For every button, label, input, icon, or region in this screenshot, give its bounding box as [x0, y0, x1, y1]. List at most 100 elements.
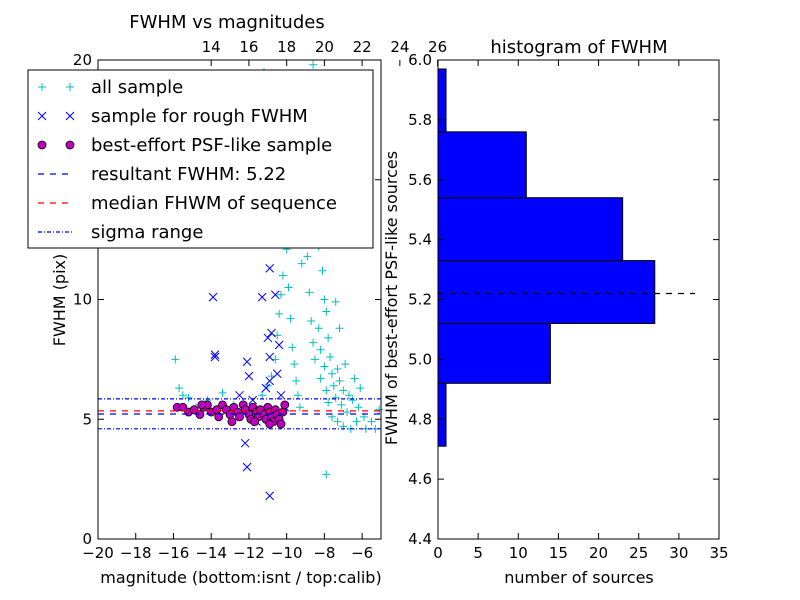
all-sample-point: [339, 386, 348, 395]
rough-fwhm-point: [263, 333, 273, 343]
all-sample-point: [326, 352, 335, 361]
all-sample-point: [335, 376, 344, 385]
top-tick-label: 14: [202, 38, 221, 56]
all-sample-point: [350, 374, 359, 383]
series-best-effort-PSF-like-sample: [172, 400, 290, 429]
all-sample-point: [318, 266, 327, 275]
psf-sample-point: [227, 417, 237, 427]
rough-fwhm-point: [210, 350, 220, 359]
x-tick-label: 25: [629, 544, 648, 562]
rough-fwhm-point: [240, 438, 250, 448]
rough-fwhm-point: [208, 292, 218, 302]
x-tick-label: −8: [313, 544, 335, 562]
histogram-x-label: number of sources: [504, 568, 654, 587]
x-tick-label: 10: [509, 544, 528, 562]
rough-fwhm-point: [276, 390, 286, 400]
x-tick-label: −6: [351, 544, 373, 562]
x-tick-label: −20: [82, 544, 114, 562]
x-tick-label: 20: [589, 544, 608, 562]
legend-marker: [37, 140, 47, 150]
legend-label: all sample: [91, 77, 183, 98]
all-sample-point: [178, 391, 187, 400]
rough-fwhm-point: [210, 352, 220, 362]
rough-fwhm-point: [270, 290, 280, 300]
histogram-bar: [437, 68, 447, 133]
rough-fwhm-point: [242, 462, 252, 472]
x-tick-label: 30: [669, 544, 688, 562]
y-tick-label: 5.6: [408, 171, 432, 189]
y-tick-label: 20: [73, 51, 92, 69]
legend-label: sample for rough FWHM: [91, 106, 308, 127]
all-sample-point: [337, 400, 346, 409]
histogram-bar: [437, 197, 624, 262]
all-sample-point: [218, 388, 227, 397]
histogram-bar: [437, 322, 551, 384]
all-sample-point: [343, 408, 352, 417]
all-sample-point: [316, 374, 325, 383]
histogram-panel: histogram of FWHM 0 5 10 15 20 25 30 35 4.44.64…: [382, 37, 729, 587]
all-sample-point: [324, 398, 333, 407]
rough-fwhm-point: [257, 292, 267, 302]
y-tick-label: 5: [82, 410, 92, 428]
y-tick-label: 5.8: [408, 111, 432, 129]
y-tick-label: 5.4: [408, 231, 432, 249]
psf-sample-point: [235, 412, 244, 422]
all-sample-point: [324, 333, 333, 342]
rough-fwhm-point: [265, 352, 275, 362]
y-tick-label: 0: [82, 530, 92, 548]
rough-fwhm-point: [272, 369, 282, 379]
legend-entry: resultant FWHM: 5.22: [38, 164, 286, 185]
all-sample-point: [367, 417, 376, 426]
x-tick-label: −10: [271, 544, 303, 562]
y-tick-label: 4.6: [408, 470, 432, 488]
rough-fwhm-point: [248, 395, 258, 405]
rough-fwhm-point: [244, 371, 254, 381]
all-sample-point: [171, 355, 180, 364]
y-tick-label: 10: [73, 291, 92, 309]
top-tick-label: 22: [353, 38, 372, 56]
all-sample-point: [295, 403, 304, 412]
all-sample-point: [258, 391, 267, 400]
scatter-x-ticks: −20 −18 −16 −14 −12 −10 −8 −6: [82, 533, 373, 562]
all-sample-point: [297, 259, 306, 268]
x-tick-label: −14: [195, 544, 227, 562]
all-sample-point: [331, 393, 340, 402]
psf-sample-point: [278, 407, 288, 417]
legend-entries: all sample sample for rough FWHM best-effo…: [37, 77, 337, 243]
all-sample-point: [320, 295, 329, 304]
x-tick-label: −16: [158, 544, 190, 562]
all-sample-point: [277, 290, 286, 299]
all-sample-point: [290, 360, 299, 369]
top-tick-label: 24: [390, 38, 409, 56]
all-sample-point: [322, 307, 331, 316]
histogram-bar: [437, 382, 447, 447]
legend-entry: best-effort PSF-like sample: [37, 135, 332, 156]
all-sample-point: [293, 391, 302, 400]
rough-fwhm-point: [265, 376, 275, 386]
legend-entry: sigma range: [38, 222, 203, 243]
scatter-y-label: FWHM (pix): [50, 254, 69, 347]
histogram-x-ticks: 0 5 10 15 20 25 30 35: [433, 60, 729, 562]
all-sample-point: [303, 252, 312, 261]
y-tick-label: 6.0: [408, 51, 432, 69]
all-sample-point: [352, 417, 361, 426]
y-tick-label: 4.4: [408, 530, 432, 548]
histogram-bars: [437, 68, 656, 447]
all-sample-point: [329, 381, 338, 390]
psf-sample-point: [197, 400, 207, 410]
scatter-top-ticks: 14 16 18 20 22 24 26: [202, 38, 447, 66]
all-sample-point: [335, 324, 344, 333]
top-tick-label: 20: [315, 38, 334, 56]
all-sample-point: [278, 271, 287, 280]
histogram-title: histogram of FWHM: [490, 37, 667, 58]
all-sample-point: [275, 309, 284, 318]
legend-label: best-effort PSF-like sample: [91, 135, 332, 156]
y-tick-label: 5.0: [408, 350, 432, 368]
histogram-bar: [437, 131, 527, 199]
rough-fwhm-point: [265, 264, 275, 273]
scatter-legend: all sample sample for rough FWHM best-effo…: [27, 69, 374, 249]
all-sample-point: [309, 338, 318, 347]
all-sample-point: [341, 360, 350, 369]
rough-fwhm-point: [265, 491, 275, 501]
